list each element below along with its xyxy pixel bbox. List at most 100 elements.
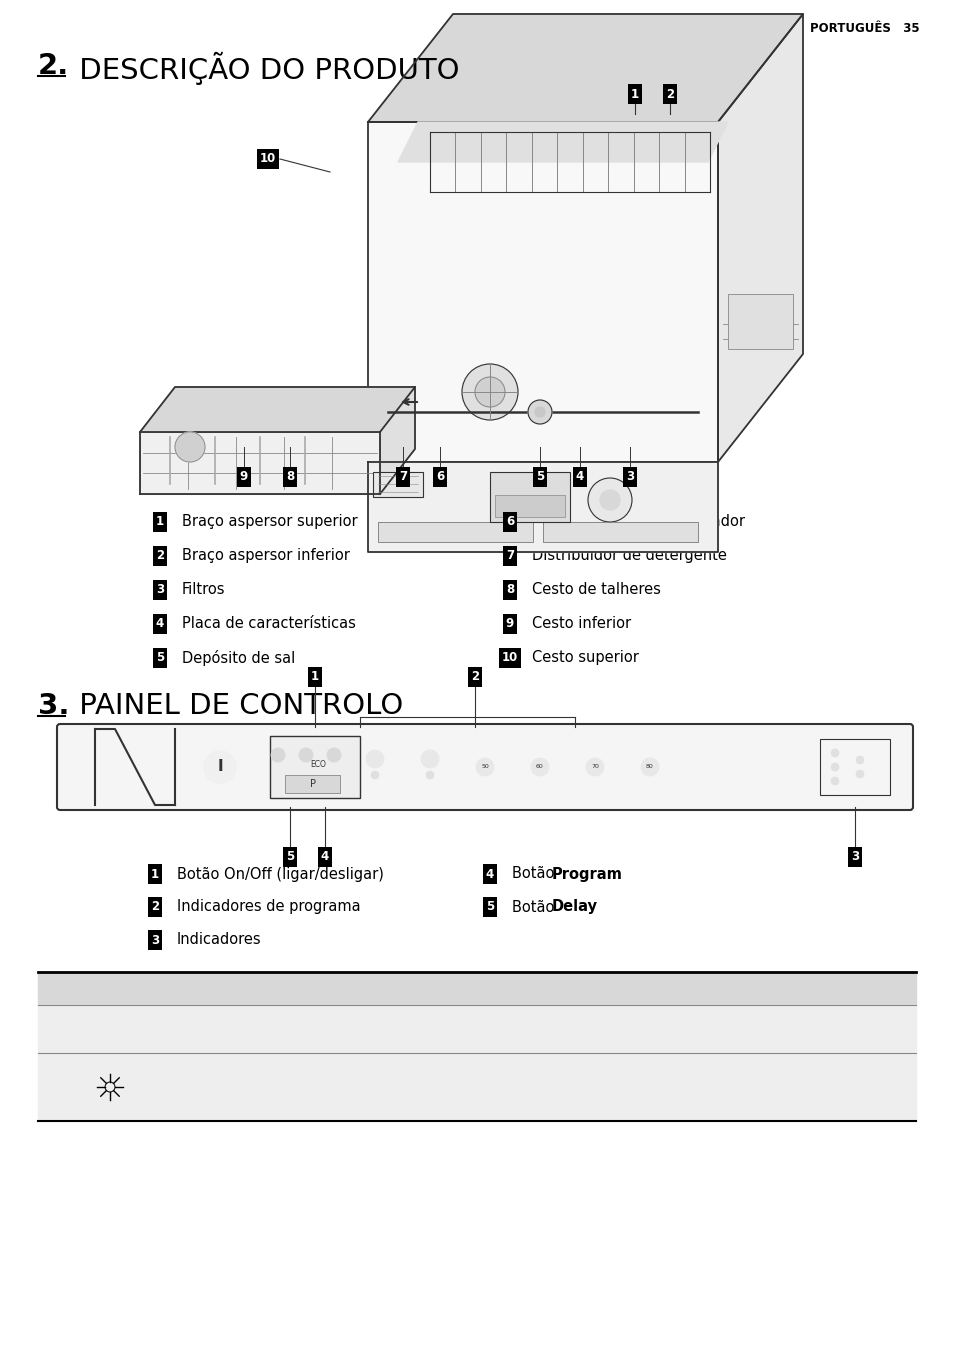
Polygon shape bbox=[140, 449, 415, 493]
Bar bbox=[495, 495, 564, 516]
Text: 10: 10 bbox=[259, 153, 275, 165]
Text: 4: 4 bbox=[576, 470, 583, 484]
FancyBboxPatch shape bbox=[57, 725, 912, 810]
Text: ECO: ECO bbox=[310, 760, 326, 769]
Text: 1: 1 bbox=[155, 515, 164, 529]
Text: Program: Program bbox=[552, 867, 622, 882]
Text: Cesto inferior: Cesto inferior bbox=[532, 617, 631, 631]
Text: 2: 2 bbox=[151, 900, 159, 914]
Text: 3: 3 bbox=[625, 470, 634, 484]
Text: Indicadores: Indicadores bbox=[177, 933, 261, 948]
Text: Indicador de fim.: Indicador de fim. bbox=[207, 1022, 331, 1037]
Text: Delay: Delay bbox=[552, 899, 598, 914]
Text: Indicadores de programa: Indicadores de programa bbox=[177, 899, 360, 914]
Text: mento dos programas.: mento dos programas. bbox=[207, 1091, 373, 1106]
Circle shape bbox=[830, 777, 838, 786]
Circle shape bbox=[585, 758, 603, 776]
Text: 3.: 3. bbox=[38, 692, 70, 721]
Circle shape bbox=[204, 750, 235, 783]
Polygon shape bbox=[379, 387, 415, 493]
Text: Depósito de sal: Depósito de sal bbox=[182, 650, 294, 667]
Text: →|: →| bbox=[98, 1019, 121, 1038]
Text: 2: 2 bbox=[665, 88, 674, 100]
Circle shape bbox=[174, 433, 205, 462]
Text: P: P bbox=[310, 779, 315, 790]
Text: 3: 3 bbox=[155, 584, 164, 596]
Text: 1: 1 bbox=[311, 671, 318, 684]
Circle shape bbox=[105, 1082, 115, 1092]
Bar bbox=[542, 522, 698, 542]
Text: 3: 3 bbox=[850, 850, 858, 864]
Polygon shape bbox=[368, 14, 802, 122]
Bar bbox=[285, 775, 339, 794]
Text: 60: 60 bbox=[536, 764, 543, 769]
Polygon shape bbox=[718, 14, 802, 462]
Circle shape bbox=[855, 771, 863, 777]
Text: PORTUGUÊS   35: PORTUGUÊS 35 bbox=[809, 22, 919, 35]
Polygon shape bbox=[368, 462, 718, 552]
Circle shape bbox=[298, 748, 313, 763]
Text: 5: 5 bbox=[286, 850, 294, 864]
Circle shape bbox=[420, 750, 438, 768]
Text: Cesto de talheres: Cesto de talheres bbox=[532, 583, 660, 598]
Text: Braço aspersor inferior: Braço aspersor inferior bbox=[182, 549, 350, 564]
Bar bbox=[820, 740, 889, 795]
Circle shape bbox=[271, 748, 285, 763]
Polygon shape bbox=[38, 972, 915, 1005]
Bar bbox=[727, 293, 792, 349]
Text: PAINEL DE CONTROLO: PAINEL DE CONTROLO bbox=[70, 692, 403, 721]
Circle shape bbox=[830, 763, 838, 771]
Text: Descrição: Descrição bbox=[207, 982, 290, 996]
Circle shape bbox=[527, 400, 552, 425]
Bar bbox=[490, 472, 569, 522]
Text: 6: 6 bbox=[436, 470, 444, 484]
Text: Indicadores: Indicadores bbox=[50, 982, 150, 996]
Circle shape bbox=[640, 758, 659, 776]
Circle shape bbox=[475, 377, 504, 407]
Bar bbox=[377, 522, 533, 542]
Text: Braço aspersor superior: Braço aspersor superior bbox=[182, 515, 357, 530]
Text: I: I bbox=[217, 760, 223, 775]
Text: 80: 80 bbox=[645, 764, 653, 769]
Polygon shape bbox=[140, 433, 379, 493]
Text: 5: 5 bbox=[485, 900, 494, 914]
Text: 10: 10 bbox=[501, 652, 517, 664]
Circle shape bbox=[461, 364, 517, 420]
Text: 5: 5 bbox=[155, 652, 164, 664]
Circle shape bbox=[327, 748, 340, 763]
Text: 70: 70 bbox=[591, 764, 598, 769]
Circle shape bbox=[535, 407, 544, 416]
Text: Filtros: Filtros bbox=[182, 583, 225, 598]
Text: 9: 9 bbox=[505, 618, 514, 630]
Text: 4: 4 bbox=[320, 850, 329, 864]
Text: 8: 8 bbox=[286, 470, 294, 484]
Text: Botão: Botão bbox=[512, 867, 558, 882]
Bar bbox=[373, 472, 422, 498]
Text: 4: 4 bbox=[485, 868, 494, 880]
Bar bbox=[270, 735, 359, 798]
Circle shape bbox=[531, 758, 548, 776]
Circle shape bbox=[371, 771, 378, 779]
Text: Cesto superior: Cesto superior bbox=[532, 650, 639, 665]
Text: 8: 8 bbox=[505, 584, 514, 596]
Text: 3: 3 bbox=[151, 933, 159, 946]
Text: 50: 50 bbox=[480, 764, 488, 769]
Circle shape bbox=[476, 758, 494, 776]
Polygon shape bbox=[397, 122, 727, 162]
Polygon shape bbox=[368, 122, 718, 462]
Text: 1: 1 bbox=[630, 88, 639, 100]
Text: Distribuidor de abrilhantador: Distribuidor de abrilhantador bbox=[532, 515, 744, 530]
Text: Distribuidor de detergente: Distribuidor de detergente bbox=[532, 549, 726, 564]
Text: 4: 4 bbox=[155, 618, 164, 630]
Circle shape bbox=[587, 479, 631, 522]
Polygon shape bbox=[140, 387, 415, 433]
Text: 2: 2 bbox=[155, 549, 164, 562]
Text: 7: 7 bbox=[398, 470, 407, 484]
Text: 5: 5 bbox=[536, 470, 543, 484]
Circle shape bbox=[830, 749, 838, 757]
Text: 9: 9 bbox=[239, 470, 248, 484]
Text: 1: 1 bbox=[151, 868, 159, 880]
Circle shape bbox=[855, 756, 863, 764]
Text: Indicador de abrilhantador. Está desligado durante o funciona-: Indicador de abrilhantador. Está desliga… bbox=[207, 1069, 665, 1086]
Circle shape bbox=[366, 750, 384, 768]
